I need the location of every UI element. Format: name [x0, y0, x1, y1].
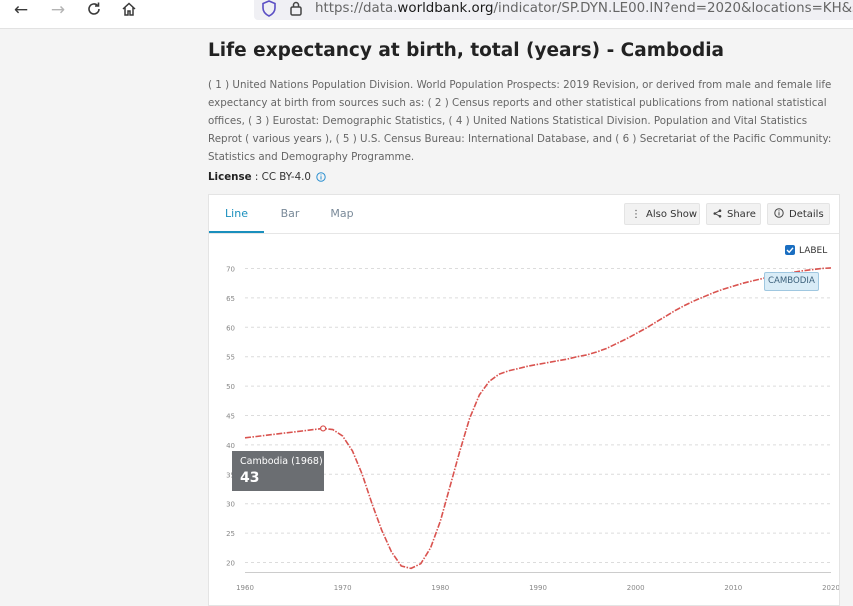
y-tick-label: 25: [226, 530, 235, 538]
license-label: License: [208, 171, 252, 183]
y-tick-label: 70: [226, 266, 235, 274]
series-label-tag: CAMBODIA: [764, 272, 819, 291]
y-tick-label: 20: [226, 560, 235, 568]
chart-tabs: Line Bar Map ⋮ Also Show Share Details: [209, 195, 839, 234]
x-tick-label: 1960: [236, 584, 254, 592]
y-tick-label: 45: [226, 413, 235, 421]
label-toggle-text: LABEL: [799, 246, 828, 256]
reload-icon[interactable]: [83, 0, 105, 20]
more-vertical-icon: ⋮: [631, 209, 641, 220]
tracking-shield-icon[interactable]: [262, 0, 276, 21]
highlight-point: [320, 425, 327, 432]
y-tick-label: 50: [226, 383, 235, 391]
source-note: ( 1 ) United Nations Population Division…: [208, 79, 832, 163]
x-tick-label: 1990: [529, 584, 547, 592]
y-tick-label: 35: [226, 471, 235, 479]
x-tick-label: 1980: [431, 584, 449, 592]
tab-map[interactable]: Map: [330, 207, 354, 220]
x-tick-label: 1970: [334, 584, 352, 592]
x-tick-label: 2020: [822, 584, 839, 592]
y-tick-label: 30: [226, 501, 235, 509]
tab-line[interactable]: Line: [209, 195, 264, 233]
info-circle-icon: [774, 204, 784, 226]
page-title: Life expectancy at birth, total (years) …: [208, 40, 725, 61]
address-bar[interactable]: [254, 0, 853, 20]
share-label: Share: [727, 209, 756, 220]
line-chart: 20 25 30 35 40 45 50 55 60 65 70 1960 1970 1980 1990 20…: [226, 266, 839, 593]
browser-toolbar: ← → https://data.worldbank.org/indicator…: [0, 0, 853, 29]
label-checkbox[interactable]: [785, 245, 795, 255]
tab-bar[interactable]: Bar: [280, 207, 300, 220]
label-toggle[interactable]: LABEL: [785, 245, 827, 257]
back-arrow-icon[interactable]: ←: [13, 0, 29, 20]
y-tick-label: 65: [226, 295, 235, 303]
share-icon: [713, 204, 722, 226]
y-tick-label: 60: [226, 324, 235, 332]
share-button[interactable]: Share: [706, 203, 761, 225]
also-show-button[interactable]: ⋮ Also Show: [624, 203, 700, 225]
details-button[interactable]: Details: [767, 203, 830, 225]
tooltip-value: 43: [240, 470, 260, 486]
x-tick-label: 2010: [724, 584, 742, 592]
info-icon[interactable]: [316, 170, 326, 188]
y-tick-label: 55: [226, 354, 235, 362]
details-label: Details: [789, 209, 824, 220]
y-tick-label: 40: [226, 442, 235, 450]
series-line-cambodia: [244, 267, 832, 570]
url-text[interactable]: https://data.worldbank.org/indicator/SP.…: [315, 1, 853, 16]
chart-card: Line Bar Map ⋮ Also Show Share Details LA…: [208, 194, 840, 606]
license-value: CC BY-4.0: [261, 171, 311, 183]
home-icon[interactable]: [118, 0, 140, 20]
x-tick-label: 2000: [627, 584, 645, 592]
forward-arrow-icon[interactable]: →: [50, 0, 66, 20]
license-separator: :: [251, 171, 262, 183]
license-line: License : CC BY-4.0: [208, 168, 326, 188]
also-show-label: Also Show: [646, 209, 698, 220]
chart-tooltip: Cambodia (1968) 43: [232, 451, 324, 491]
tooltip-label: Cambodia (1968): [240, 456, 323, 467]
lock-icon[interactable]: [289, 0, 303, 21]
